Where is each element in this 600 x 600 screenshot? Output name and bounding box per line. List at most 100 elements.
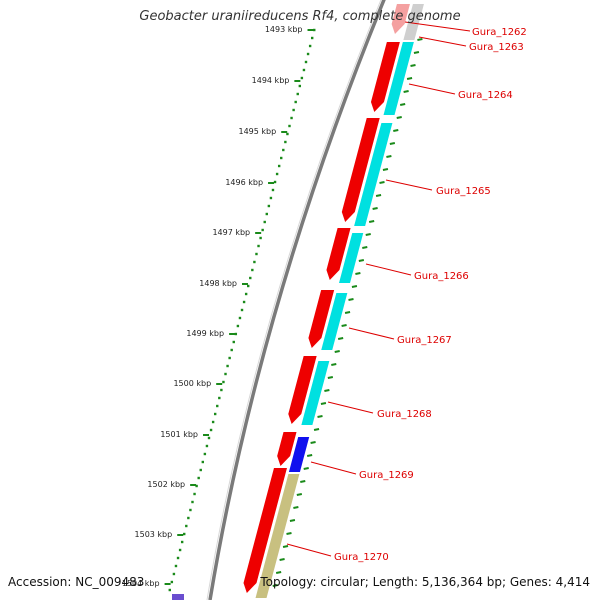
feature-tick — [282, 545, 289, 548]
gene-leader-line — [408, 83, 456, 95]
gene-label[interactable]: Gura_1264 — [458, 90, 513, 101]
feature-tick — [286, 532, 292, 535]
scale-dot — [247, 284, 250, 288]
feature-tick — [351, 285, 358, 288]
scale-dot — [300, 76, 304, 80]
scale-dot — [228, 356, 231, 360]
feature-tick — [389, 142, 396, 145]
backbone-line — [208, 0, 386, 600]
scale-dot — [294, 100, 297, 104]
gene-label[interactable]: Gura_1262 — [472, 27, 527, 38]
scale-dot — [230, 348, 233, 352]
partial-feature-purple — [172, 594, 184, 600]
scale-dot — [226, 364, 229, 368]
feature-tick — [406, 77, 413, 80]
gene-leader-line — [327, 401, 374, 414]
scale-dot — [195, 484, 198, 488]
cds-block — [301, 361, 330, 425]
feature-tick — [279, 558, 285, 561]
gene-label[interactable]: Gura_1270 — [334, 552, 389, 563]
feature-tick — [344, 311, 351, 314]
scale-label: 1495 kbp — [238, 127, 276, 136]
gene-label[interactable]: Gura_1268 — [377, 409, 432, 420]
scale-dot — [197, 476, 200, 480]
scale-dot — [236, 324, 240, 328]
gene-leader-line — [418, 36, 467, 47]
scale-dot — [203, 452, 207, 456]
cds-block — [383, 42, 414, 115]
gene-label[interactable]: Gura_1269 — [359, 470, 414, 481]
scale-dot — [187, 516, 190, 520]
feature-tick — [289, 519, 296, 522]
scale-dot — [286, 132, 289, 136]
feature-tick — [303, 467, 309, 470]
gene-arrow — [391, 4, 410, 34]
cds-block — [321, 293, 348, 350]
feature-tick — [399, 103, 406, 106]
scale-dot — [292, 108, 295, 112]
scale-dot — [265, 212, 268, 216]
scale-dot — [178, 548, 182, 552]
scale-dot — [224, 372, 227, 376]
scale-label: 1493 kbp — [265, 25, 303, 34]
feature-tick — [403, 90, 409, 93]
feature-tick — [396, 116, 402, 119]
feature-tick — [386, 155, 392, 158]
scale-dot — [263, 220, 266, 224]
scale-label: 1503 kbp — [135, 530, 173, 539]
gene-arrow — [243, 468, 287, 593]
feature-tick — [348, 298, 354, 301]
feature-tick — [379, 181, 385, 184]
feature-tick — [358, 259, 365, 262]
scale-label: 1504 kbp — [122, 579, 160, 588]
scale-dot — [199, 468, 202, 472]
scale-dot — [257, 244, 260, 248]
feature-tick — [313, 428, 320, 431]
scale-dot — [201, 460, 205, 464]
feature-tick — [382, 168, 389, 171]
feature-tick — [272, 584, 278, 587]
gene-label[interactable]: Gura_1267 — [397, 335, 452, 346]
gene-arrow — [288, 356, 317, 424]
scale-dot — [280, 156, 283, 160]
scale-dot — [304, 60, 308, 64]
scale-dot — [176, 556, 180, 560]
gene-arrow — [341, 118, 380, 222]
scale-dot — [251, 268, 254, 272]
scale-dot — [267, 204, 271, 208]
scale-dot — [213, 412, 217, 416]
scale-dot — [170, 580, 174, 584]
map-title: Geobacter uraniireducens Rf4, complete g… — [139, 9, 461, 24]
scale-dot — [189, 508, 192, 512]
feature-tick — [355, 272, 361, 275]
feature-tick — [393, 129, 399, 132]
gene-label[interactable]: Gura_1266 — [414, 271, 469, 282]
scale-dot — [282, 148, 285, 152]
scale-dot — [238, 316, 242, 320]
scale-dot — [209, 428, 213, 432]
scale-label: 1498 kbp — [199, 279, 237, 288]
cds-block — [339, 233, 364, 283]
scale-dot — [261, 228, 264, 232]
scale-dot — [211, 420, 215, 424]
gene-leader-line — [286, 543, 332, 557]
feature-tick — [296, 493, 303, 496]
scale-dot — [191, 500, 194, 504]
scale-dot — [284, 140, 287, 144]
scale-dot — [205, 444, 209, 448]
gene-label[interactable]: Gura_1263 — [469, 42, 524, 53]
scale-label: 1499 kbp — [186, 329, 224, 338]
scale-dot — [308, 44, 312, 48]
scale-dot — [222, 380, 225, 384]
scale-dot — [207, 436, 211, 440]
scale-dot — [242, 300, 246, 304]
scale-dot — [298, 84, 302, 88]
scale-label: 1501 kbp — [160, 430, 198, 439]
scale-dot — [277, 164, 281, 168]
scale-dot — [271, 188, 275, 192]
feature-tick — [275, 571, 282, 574]
gene-label[interactable]: Gura_1265 — [436, 186, 491, 197]
scale-ticks — [168, 28, 316, 592]
rna-block — [255, 474, 300, 598]
